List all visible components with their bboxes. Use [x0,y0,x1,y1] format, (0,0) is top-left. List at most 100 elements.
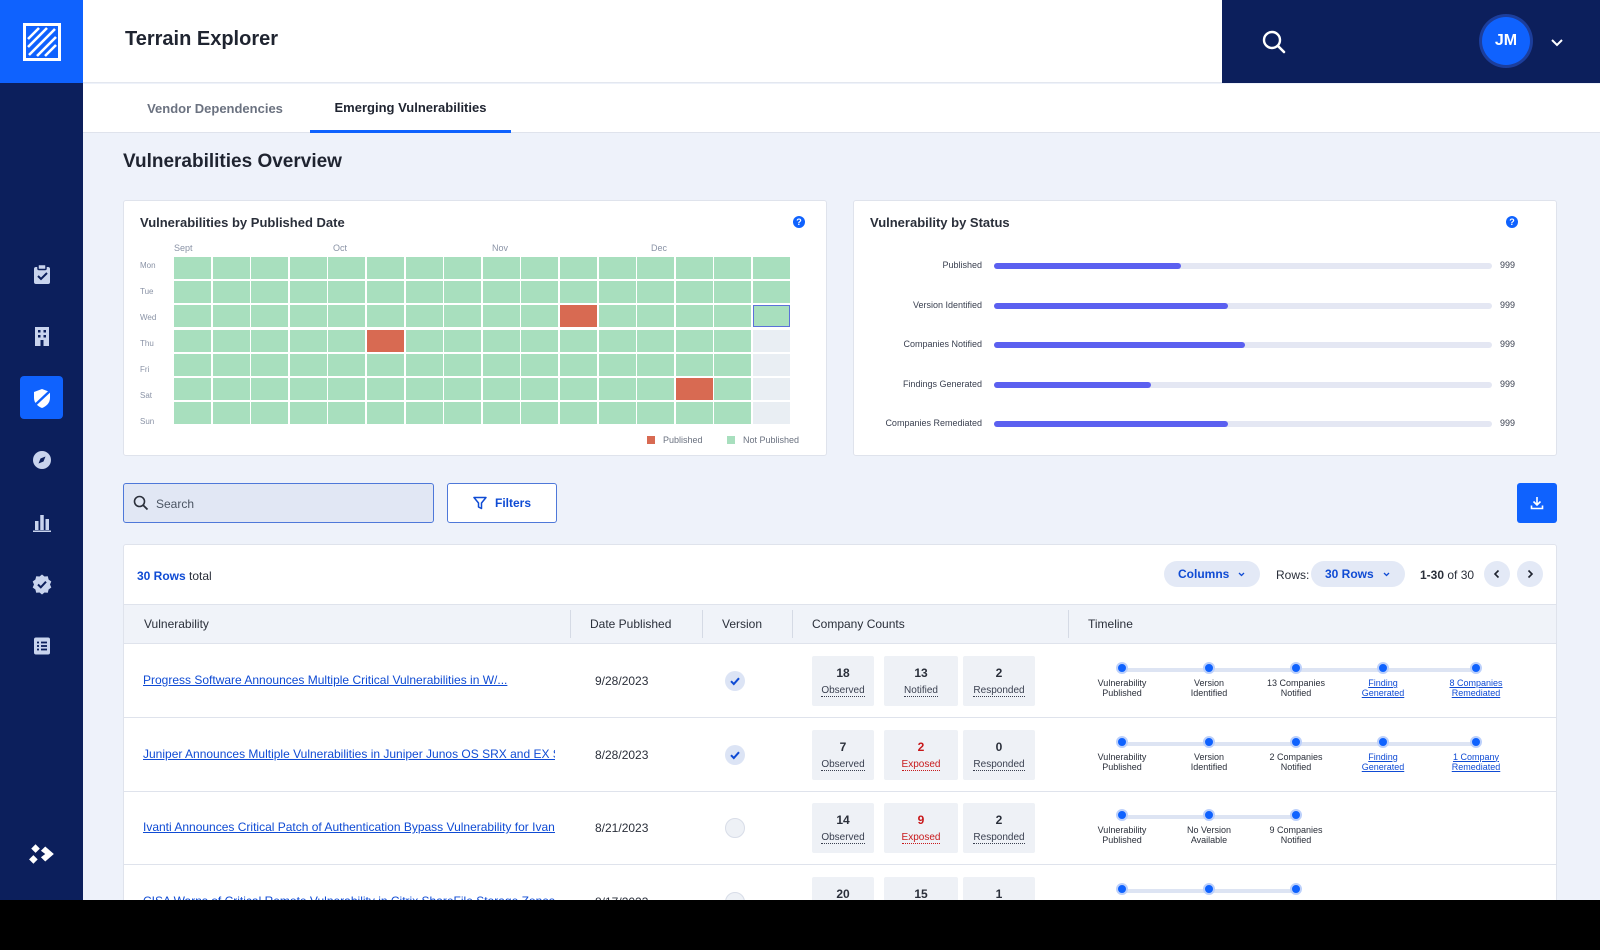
filters-button[interactable]: Filters [447,483,557,523]
heatmap-cell[interactable] [328,353,366,376]
nav-explore[interactable] [20,438,63,481]
heatmap-cell[interactable] [521,402,559,425]
heatmap-cell[interactable] [482,378,520,400]
heatmap-cell[interactable] [328,402,366,425]
timeline-label[interactable]: Finding [1368,678,1398,688]
heatmap-cell[interactable] [174,257,211,279]
global-search-button[interactable] [1260,28,1288,56]
heatmap-cell[interactable] [328,257,366,279]
heatmap-cell[interactable] [637,257,675,279]
heatmap-cell[interactable] [714,281,752,304]
heatmap-cell[interactable] [405,353,443,376]
col-company-counts[interactable]: Company Counts [812,617,905,631]
heatmap-cell[interactable] [289,257,327,279]
heatmap-cell[interactable] [637,281,675,304]
heatmap-cell[interactable] [328,305,366,328]
heatmap-cell[interactable] [675,402,713,425]
heatmap-cell[interactable] [598,353,636,376]
search-field[interactable] [123,483,434,523]
col-date-published[interactable]: Date Published [590,617,672,631]
timeline-label[interactable]: Generated [1361,761,1405,772]
company-count[interactable]: 9 Exposed [884,803,958,853]
timeline-step[interactable]: Finding Generated [1338,735,1428,772]
heatmap-cell[interactable] [482,329,520,352]
heatmap-cell[interactable] [444,281,482,304]
heatmap-cell[interactable] [174,402,211,425]
company-count[interactable]: 1Responded [963,876,1035,900]
vulnerability-link[interactable]: Ivanti Announces Critical Patch of Authe… [143,820,555,834]
heatmap-cell[interactable] [212,402,250,425]
heatmap-cell[interactable] [212,305,250,328]
heatmap-cell[interactable] [560,281,597,304]
heatmap-cell[interactable] [675,305,713,328]
heatmap-cell[interactable] [405,402,443,425]
heatmap-cell[interactable] [521,281,559,304]
next-page-button[interactable] [1517,561,1543,587]
nav-assessments[interactable] [20,252,63,295]
heatmap-cell[interactable] [560,378,597,400]
heatmap-cell[interactable] [174,353,211,376]
heatmap-cell[interactable] [251,329,289,352]
col-version[interactable]: Version [722,617,763,631]
company-count[interactable]: 13 Notified [884,656,958,706]
heatmap-cell[interactable] [598,378,636,400]
company-count[interactable]: 15Notified [884,876,958,900]
timeline-step[interactable]: 1 Company Remediated [1431,735,1521,772]
heatmap-cell[interactable] [367,402,404,425]
company-count[interactable]: 2 Responded [963,803,1035,853]
heatmap-cell[interactable] [637,329,675,352]
heatmap-cell[interactable] [753,257,790,279]
heatmap-cell[interactable] [598,305,636,328]
heatmap-cell[interactable] [714,353,752,376]
heatmap-cell[interactable] [251,257,289,279]
version-status[interactable] [725,744,745,765]
heatmap-cell[interactable] [444,402,482,425]
company-count[interactable]: 14 Observed [812,803,874,853]
heatmap-cell[interactable] [753,281,790,304]
timeline-label[interactable]: Finding [1368,751,1398,762]
heatmap-cell[interactable] [251,281,289,304]
heatmap-cell[interactable] [251,378,289,400]
heatmap-cell[interactable] [289,353,327,376]
download-button[interactable] [1517,483,1557,523]
heatmap-cell[interactable] [367,281,404,304]
heatmap-cell[interactable] [405,329,443,352]
heatmap-cell[interactable] [328,329,366,352]
heatmap-cell[interactable] [367,329,404,352]
heatmap-cell[interactable] [328,378,366,400]
heatmap-cell[interactable] [521,257,559,279]
company-count[interactable]: 2 Exposed [884,729,958,780]
heatmap-cell[interactable] [714,402,752,425]
heatmap-cell[interactable] [521,305,559,328]
company-count[interactable]: 0 Responded [963,729,1035,780]
heatmap-cell[interactable] [637,305,675,328]
heatmap-cell[interactable] [675,257,713,279]
timeline-step[interactable]: Finding Generated [1338,662,1428,698]
heatmap-cell[interactable] [289,402,327,425]
heatmap-cell[interactable] [482,402,520,425]
heatmap-cell[interactable] [714,378,752,400]
heatmap-cell[interactable] [714,257,752,279]
heatmap-cell[interactable] [521,378,559,400]
heatmap-cell[interactable] [289,305,327,328]
heatmap-cell[interactable] [521,353,559,376]
nav-reports[interactable] [20,624,63,667]
nav-vulnerabilities[interactable] [20,376,63,419]
heatmap-cell[interactable] [405,378,443,400]
heatmap-cell[interactable] [405,281,443,304]
vulnerability-link[interactable]: Progress Software Announces Multiple Cri… [143,673,508,687]
heatmap-cell[interactable] [444,305,482,328]
heatmap-cell[interactable] [521,329,559,352]
heatmap-cell[interactable] [598,257,636,279]
heatmap-cell[interactable] [251,402,289,425]
timeline-label[interactable]: Remediated [1451,688,1501,698]
timeline-step[interactable]: 8 Companies Remediated [1431,662,1521,698]
help-icon[interactable]: ? [1506,216,1518,228]
col-vulnerability[interactable]: Vulnerability [144,617,209,631]
heatmap-cell[interactable] [675,378,713,400]
user-avatar[interactable]: JM [1482,17,1530,65]
heatmap-cell[interactable] [405,305,443,328]
heatmap-cell[interactable] [675,281,713,304]
heatmap-cell[interactable] [251,305,289,328]
heatmap-cell[interactable] [560,329,597,352]
